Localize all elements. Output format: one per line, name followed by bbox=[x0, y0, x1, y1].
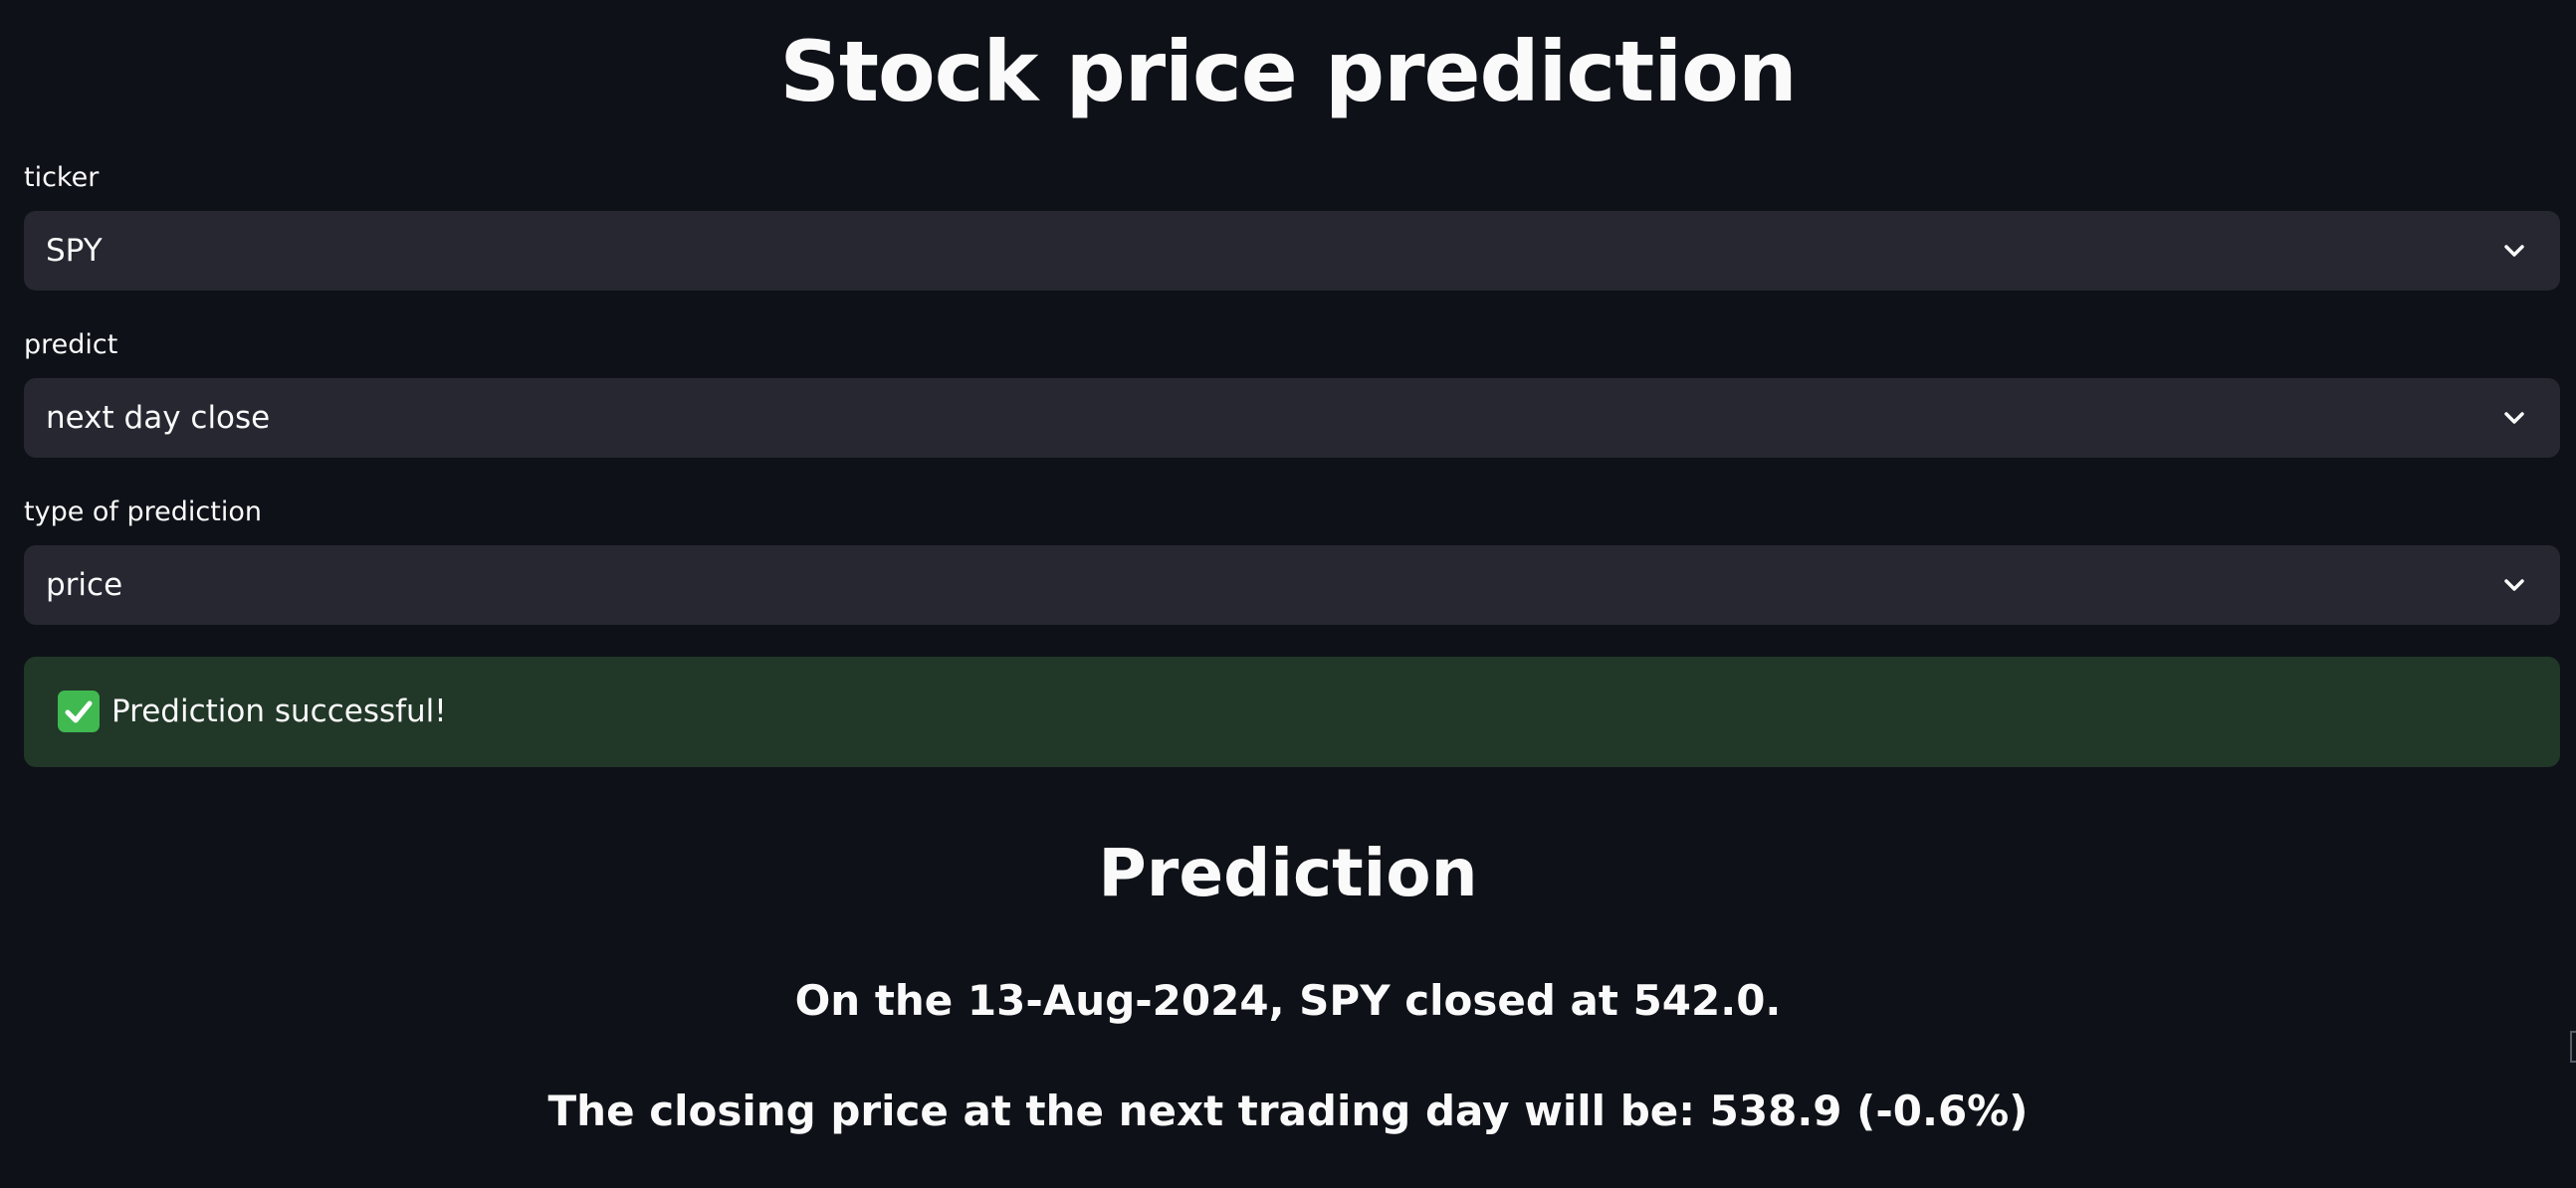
prediction-type-select[interactable]: price bbox=[24, 545, 2560, 625]
prediction-type-label: type of prediction bbox=[24, 496, 262, 527]
chevron-down-icon[interactable] bbox=[2498, 402, 2530, 434]
chevron-down-icon[interactable] bbox=[2498, 569, 2530, 601]
success-alert-text: Prediction successful! bbox=[111, 693, 447, 729]
ticker-label: ticker bbox=[24, 162, 100, 193]
prediction-type-select-value: price bbox=[46, 567, 123, 603]
predict-select-value: next day close bbox=[46, 400, 271, 436]
predict-label: predict bbox=[24, 329, 118, 360]
success-alert: Prediction successful! bbox=[24, 657, 2560, 767]
check-mark-icon bbox=[58, 691, 100, 732]
page-title: Stock price prediction bbox=[779, 23, 1797, 120]
chevron-down-icon[interactable] bbox=[2498, 235, 2530, 267]
forecast-text: The closing price at the next trading da… bbox=[547, 1087, 2029, 1135]
ticker-select-value: SPY bbox=[46, 233, 103, 269]
last-close-text: On the 13-Aug-2024, SPY closed at 542.0. bbox=[794, 976, 1782, 1025]
scrollbar-handle[interactable] bbox=[2570, 1031, 2576, 1063]
prediction-heading: Prediction bbox=[1098, 835, 1478, 911]
ticker-select[interactable]: SPY bbox=[24, 211, 2560, 291]
predict-select[interactable]: next day close bbox=[24, 378, 2560, 458]
